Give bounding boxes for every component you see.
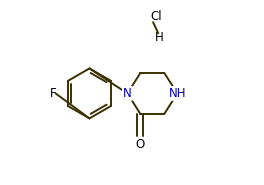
Text: NH: NH <box>169 87 186 100</box>
Text: F: F <box>50 87 56 100</box>
Text: H: H <box>154 31 163 43</box>
Text: N: N <box>123 87 132 100</box>
Text: O: O <box>136 138 145 151</box>
Text: Cl: Cl <box>150 10 162 23</box>
